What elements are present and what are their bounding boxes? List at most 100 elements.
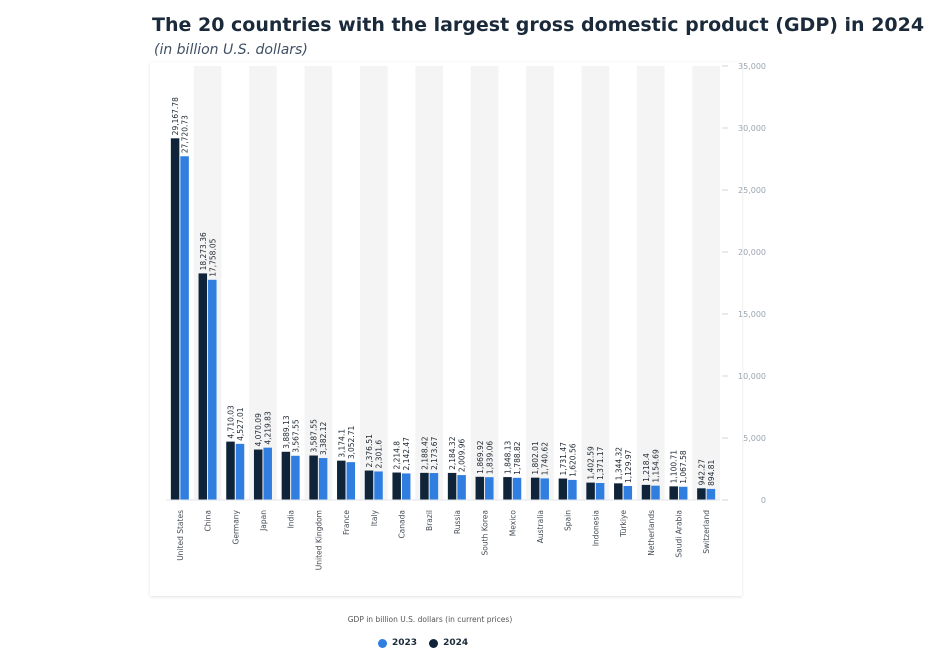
category-label-indonesia: Indonesia	[591, 510, 600, 546]
legend-item-2023[interactable]: 2023	[378, 638, 417, 648]
column-band	[359, 66, 388, 500]
column-band	[470, 66, 499, 500]
bar-2023-china	[208, 279, 217, 500]
category-label-france: France	[342, 510, 351, 535]
y-tick-label: 35,000	[738, 62, 766, 71]
data-label-2023-italy: 2,301.6	[375, 440, 384, 469]
data-label-2023-united-states: 27,720.73	[181, 115, 190, 153]
data-label-2023-spain: 1,620.56	[568, 443, 577, 477]
bar-2024-canada	[392, 472, 401, 500]
bar-2024-china	[198, 273, 208, 500]
bar-2023-india	[291, 455, 300, 500]
data-label-2023-netherlands: 1,154.69	[652, 449, 661, 483]
bar-2023-netherlands	[651, 485, 660, 500]
data-label-2024-canada: 2,214.8	[393, 441, 402, 470]
category-label-united-states: United States	[176, 510, 185, 561]
column-band	[581, 66, 610, 500]
data-label-2023-turkiye: 1,129.97	[624, 449, 633, 483]
data-label-2023-china: 17,758.05	[208, 238, 217, 276]
legend-swatch-2024	[429, 638, 439, 648]
data-label-2023-indonesia: 1,371.17	[596, 446, 605, 480]
data-label-2023-united-kingdom: 3,382.12	[319, 421, 328, 455]
bar-2023-united-states	[180, 156, 189, 501]
bar-2024-turkiye	[614, 483, 623, 500]
category-label-switzerland: Switzerland	[702, 510, 711, 554]
data-label-2024-south-korea: 1,869.92	[476, 440, 485, 474]
category-label-mexico: Mexico	[508, 510, 517, 537]
bar-2023-germany	[235, 443, 245, 500]
data-label-2024-indonesia: 1,402.59	[587, 446, 596, 480]
bar-2024-germany	[226, 441, 235, 500]
category-label-india: India	[287, 510, 296, 528]
data-label-2024-united-states: 29,167.78	[171, 97, 180, 135]
category-label-south-korea: South Korea	[481, 510, 490, 555]
bar-2024-india	[281, 451, 291, 500]
category-label-canada: Canada	[397, 510, 406, 539]
bar-2024-south-korea	[475, 476, 485, 500]
bar-2023-canada	[401, 473, 411, 500]
bar-2024-italy	[364, 470, 374, 500]
category-label-spain: Spain	[564, 510, 573, 531]
data-label-2024-france: 3,174.1	[337, 429, 346, 458]
category-label-china: China	[204, 510, 213, 531]
data-label-2024-switzerland: 942.27	[697, 459, 706, 485]
data-label-2023-australia: 1,740.62	[541, 442, 550, 476]
y-tick-label: 10,000	[738, 372, 766, 381]
bar-2023-saudi-arabia	[678, 486, 688, 500]
chart-subtitle: (in billion U.S. dollars)	[154, 42, 308, 58]
y-tick-label: 30,000	[738, 124, 766, 133]
bar-2023-spain	[568, 479, 577, 500]
legend-item-2024[interactable]: 2024	[429, 638, 468, 648]
x-axis-label: GDP in billion U.S. dollars (in current …	[347, 615, 513, 624]
bar-2023-turkiye	[623, 485, 633, 500]
bar-2024-united-states	[170, 138, 180, 501]
bar-2024-brazil	[420, 472, 429, 500]
bar-2024-switzerland	[697, 488, 706, 500]
category-label-united-kingdom: United Kingdom	[314, 510, 323, 570]
category-label-australia: Australia	[536, 510, 545, 543]
chart-title: The 20 countries with the largest gross …	[152, 14, 925, 36]
bar-2024-spain	[558, 478, 568, 500]
data-label-2024-australia: 1,802.01	[531, 441, 540, 475]
category-label-japan: Japan	[259, 510, 268, 532]
bar-2023-italy	[374, 471, 383, 500]
data-label-2023-germany: 4,527.01	[236, 407, 245, 441]
data-label-2023-canada: 2,142.47	[402, 437, 411, 471]
bar-2024-mexico	[503, 477, 512, 500]
column-band	[415, 66, 443, 500]
data-label-2023-japan: 4,219.83	[264, 411, 273, 445]
column-band	[249, 66, 277, 500]
y-tick-label: 15,000	[738, 310, 766, 319]
bar-2024-japan	[253, 449, 263, 500]
data-label-2024-china: 18,273.36	[199, 232, 208, 270]
data-label-2023-saudi-arabia: 1,067.58	[679, 450, 688, 484]
data-label-2023-russia: 2,009.96	[458, 438, 467, 472]
bar-2023-australia	[540, 478, 549, 500]
category-label-netherlands: Netherlands	[647, 510, 656, 556]
data-label-2023-brazil: 2,173.67	[430, 436, 439, 470]
column-band	[636, 66, 665, 500]
data-label-2023-france: 3,052.71	[347, 426, 356, 460]
category-label-brazil: Brazil	[425, 510, 434, 531]
legend-label-2023: 2023	[392, 638, 418, 648]
data-label-2023-switzerland: 894.81	[707, 459, 716, 485]
data-label-2024-india: 3,889.13	[282, 415, 291, 449]
column-band	[692, 66, 720, 500]
data-label-2024-japan: 4,070.09	[254, 413, 263, 447]
category-label-italy: Italy	[370, 509, 379, 526]
bar-2023-brazil	[429, 473, 439, 500]
y-tick-label: 20,000	[738, 248, 766, 257]
bar-2023-switzerland	[706, 488, 716, 500]
bar-2024-indonesia	[586, 482, 595, 500]
bar-2023-japan	[263, 447, 272, 500]
bar-2024-united-kingdom	[309, 455, 318, 500]
data-label-2024-spain: 1,731.47	[559, 442, 568, 476]
column-band	[526, 66, 554, 500]
bar-2023-united-kingdom	[318, 458, 328, 500]
data-label-2024-brazil: 2,188.42	[420, 436, 429, 470]
bar-2024-netherlands	[641, 484, 651, 500]
bar-2023-russia	[457, 475, 466, 500]
bar-2024-australia	[530, 477, 540, 500]
category-label-saudi-arabia: Saudi Arabia	[674, 510, 683, 558]
